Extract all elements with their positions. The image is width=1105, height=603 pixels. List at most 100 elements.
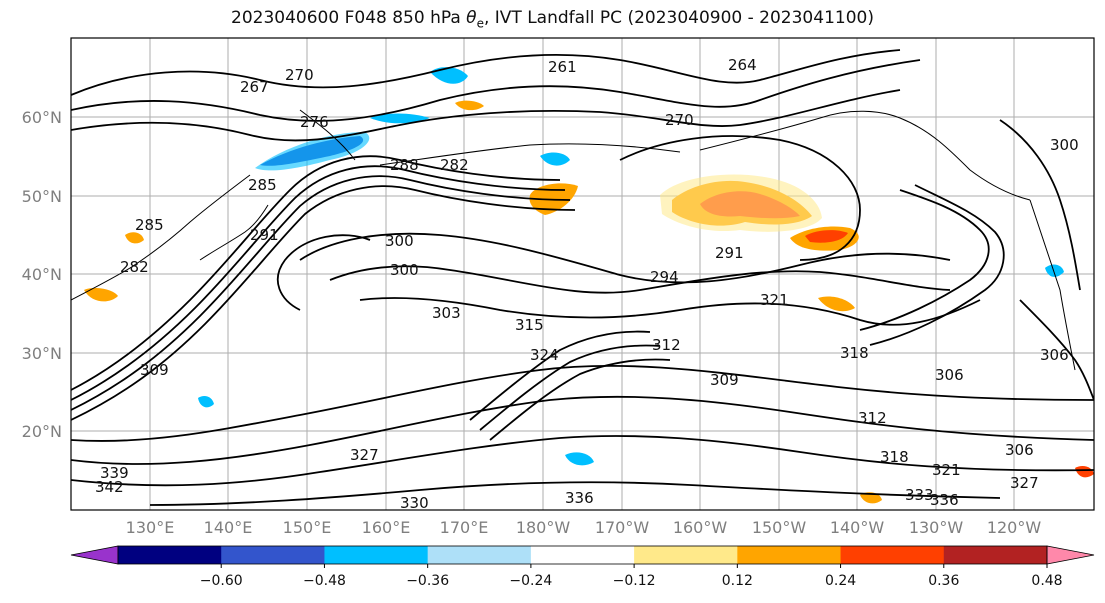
title-symbol: θ	[466, 8, 477, 28]
lon-label: 120°W	[987, 518, 1042, 537]
lat-label: 40°N	[22, 265, 62, 284]
colorbar-tick-label: 0.48	[1031, 573, 1062, 589]
contour-jet-3	[71, 175, 571, 411]
contour-label: 309	[140, 361, 169, 379]
map-frame	[70, 37, 1095, 511]
colorbar-segment	[221, 546, 325, 564]
contour-loop-west	[276, 234, 371, 311]
map-content: 267 270 261 264 276 285 288 282 285 282 …	[71, 38, 1094, 512]
colorbar-tick-label: −0.36	[406, 573, 449, 589]
colorbar-ticks: −0.60 −0.48 −0.36 −0.24 −0.12 0.12 0.24 0.36 0.4…	[200, 564, 1063, 589]
contour-jet-4	[71, 185, 576, 421]
lon-label: 130°W	[909, 518, 964, 537]
figure-title: 2023040600 F048 850 hPa θe, IVT Landfall…	[0, 8, 1105, 30]
contour-label: 285	[135, 216, 164, 234]
contour-label: 300	[385, 232, 414, 250]
contour-label: 312	[652, 336, 681, 354]
title-suffix: , IVT Landfall PC (2023040900 - 20230411…	[483, 8, 874, 28]
lat-label: 60°N	[22, 108, 62, 127]
contour-label: 291	[250, 226, 279, 244]
contour-far-east	[999, 119, 1081, 291]
lat-label: 30°N	[22, 344, 62, 363]
shade-negative-central	[540, 152, 570, 166]
contour-south-4	[149, 481, 1001, 506]
shade-positive-west	[84, 288, 118, 302]
contour-label: 333	[905, 486, 934, 504]
colorbar-extend-high	[1046, 545, 1095, 565]
shade-negative-south	[565, 452, 594, 466]
lon-label: 180°W	[516, 518, 571, 537]
contour-label: 270	[665, 111, 694, 129]
colorbar-segment	[634, 546, 738, 564]
contour-jet-1	[71, 155, 561, 391]
colorbar: −0.60 −0.48 −0.36 −0.24 −0.12 0.12 0.24 0.36 0.4…	[70, 545, 1095, 589]
colorbar-tick-label: −0.48	[303, 573, 346, 589]
lon-label: 150°E	[283, 518, 332, 537]
lon-label: 140°W	[830, 518, 885, 537]
coast-kamchatka	[299, 109, 356, 161]
contour-mid-1	[299, 232, 951, 284]
lat-label: 50°N	[22, 187, 62, 206]
colorbar-segment	[943, 546, 1048, 564]
contour-north-3	[71, 89, 901, 142]
contour-label: 282	[440, 156, 469, 174]
lon-label: 160°W	[673, 518, 728, 537]
coast-alaska	[699, 110, 1031, 201]
colorbar-tick-label: −0.12	[613, 573, 656, 589]
shade-positive-nw2	[125, 232, 144, 244]
colorbar-segments	[70, 545, 1095, 565]
shade-negative-sw	[198, 396, 214, 408]
colorbar-tick-label: 0.12	[722, 573, 753, 589]
lon-label: 170°W	[595, 518, 650, 537]
contour-label: 285	[248, 176, 277, 194]
contour-mid-2	[329, 265, 951, 294]
lon-label: 140°E	[204, 518, 253, 537]
contour-label: 267	[240, 78, 269, 96]
contour-label: 312	[858, 409, 887, 427]
coast-aleutians	[379, 143, 681, 166]
shade-positive-ring	[660, 174, 822, 232]
contour-label: 324	[530, 346, 559, 364]
coast-japan	[199, 204, 269, 261]
contour-label: 303	[432, 304, 461, 322]
contour-subtrop-1	[469, 330, 651, 421]
colorbar-segment	[840, 546, 945, 564]
contour-label: 306	[935, 366, 964, 384]
contour-east-2	[869, 184, 1005, 346]
contour-label: 327	[1010, 474, 1039, 492]
contour-label: 342	[95, 478, 124, 496]
contour-label: 288	[390, 156, 419, 174]
contour-labels: 267 270 261 264 276 285 288 282 285 282 …	[95, 56, 1079, 512]
colorbar-segment	[530, 546, 635, 564]
contour-label: 291	[715, 244, 744, 262]
contour-far-east-2	[1019, 299, 1094, 401]
contour-label: 321	[932, 461, 961, 479]
contour-label: 330	[400, 494, 429, 512]
contour-north-1	[71, 49, 901, 96]
contour-north-2	[71, 59, 921, 122]
contour-label: 282	[120, 258, 149, 276]
title-prefix: 2023040600 F048 850 hPa	[231, 8, 467, 28]
contour-label: 306	[1040, 346, 1069, 364]
contour-label: 339	[100, 464, 129, 482]
coast-asia	[71, 174, 251, 301]
colorbar-segment	[324, 546, 429, 564]
contour-label: 300	[390, 261, 419, 279]
contour-label: 300	[1050, 136, 1079, 154]
contour-label: 270	[285, 66, 314, 84]
lon-label: 150°W	[752, 518, 807, 537]
colorbar-tick-label: −0.24	[509, 573, 552, 589]
shade-positive-south	[818, 296, 855, 312]
shade-negative-kamchatka-halo	[255, 132, 370, 171]
contour-label: 318	[840, 344, 869, 362]
contour-jet-2	[71, 165, 566, 401]
lon-label: 160°E	[362, 518, 411, 537]
contour-label: 309	[710, 371, 739, 389]
shade-positive-east-core	[805, 230, 848, 243]
latitude-labels: 60°N 50°N 40°N 30°N 20°N	[22, 108, 62, 441]
colorbar-extend-low	[70, 545, 119, 565]
coast-north-america	[1029, 199, 1076, 371]
contour-south-1	[71, 364, 1094, 442]
shade-negative-aleut	[370, 113, 430, 124]
